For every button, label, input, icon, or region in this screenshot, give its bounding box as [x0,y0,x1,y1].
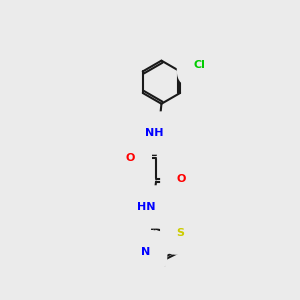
Text: N: N [141,247,151,256]
Text: NH: NH [145,128,163,138]
Text: HN: HN [137,202,155,212]
Text: O: O [177,174,186,184]
Text: Cl: Cl [194,60,205,70]
Text: S: S [177,228,185,238]
Text: O: O [126,153,135,163]
